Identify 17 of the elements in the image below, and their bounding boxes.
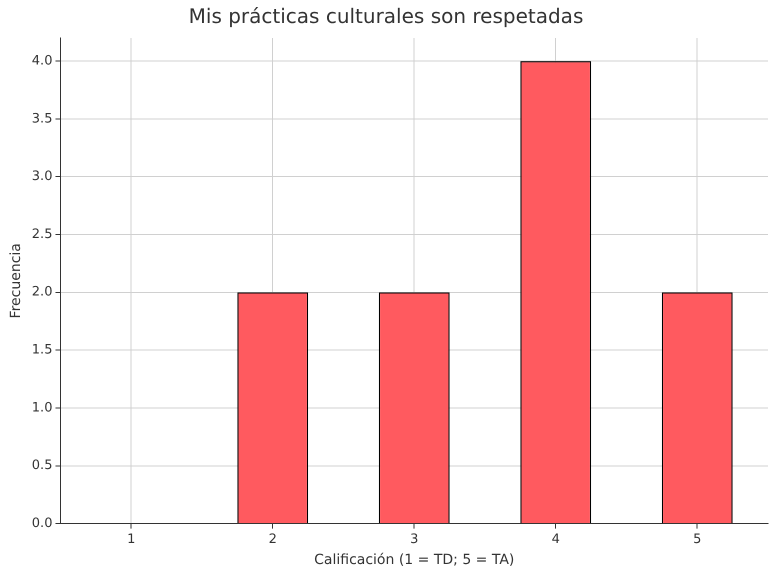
x-axis-title: Calificación (1 = TD; 5 = TA) — [314, 552, 514, 568]
y-tick-label: 3.0 — [32, 169, 52, 184]
chart-title: Mis prácticas culturales son respetadas — [188, 4, 584, 28]
y-tick-label: 0.5 — [32, 458, 52, 474]
y-tick-label: 3.5 — [32, 111, 52, 126]
y-tick-label: 1.5 — [32, 342, 52, 358]
x-tick-label: 2 — [268, 532, 277, 547]
y-tick-label: 2.0 — [32, 284, 52, 300]
y-tick-label: 1.0 — [32, 400, 52, 416]
x-tick-label: 4 — [552, 532, 560, 547]
y-tick-label: 0.0 — [32, 516, 52, 531]
x-tick-label: 1 — [127, 532, 136, 547]
x-tick-label: 3 — [410, 532, 418, 547]
y-axis-title: Frecuencia — [8, 243, 24, 318]
y-tick-label: 4.0 — [32, 54, 52, 68]
y-tick-label: 2.5 — [32, 226, 52, 242]
x-tick-label: 5 — [693, 532, 702, 547]
